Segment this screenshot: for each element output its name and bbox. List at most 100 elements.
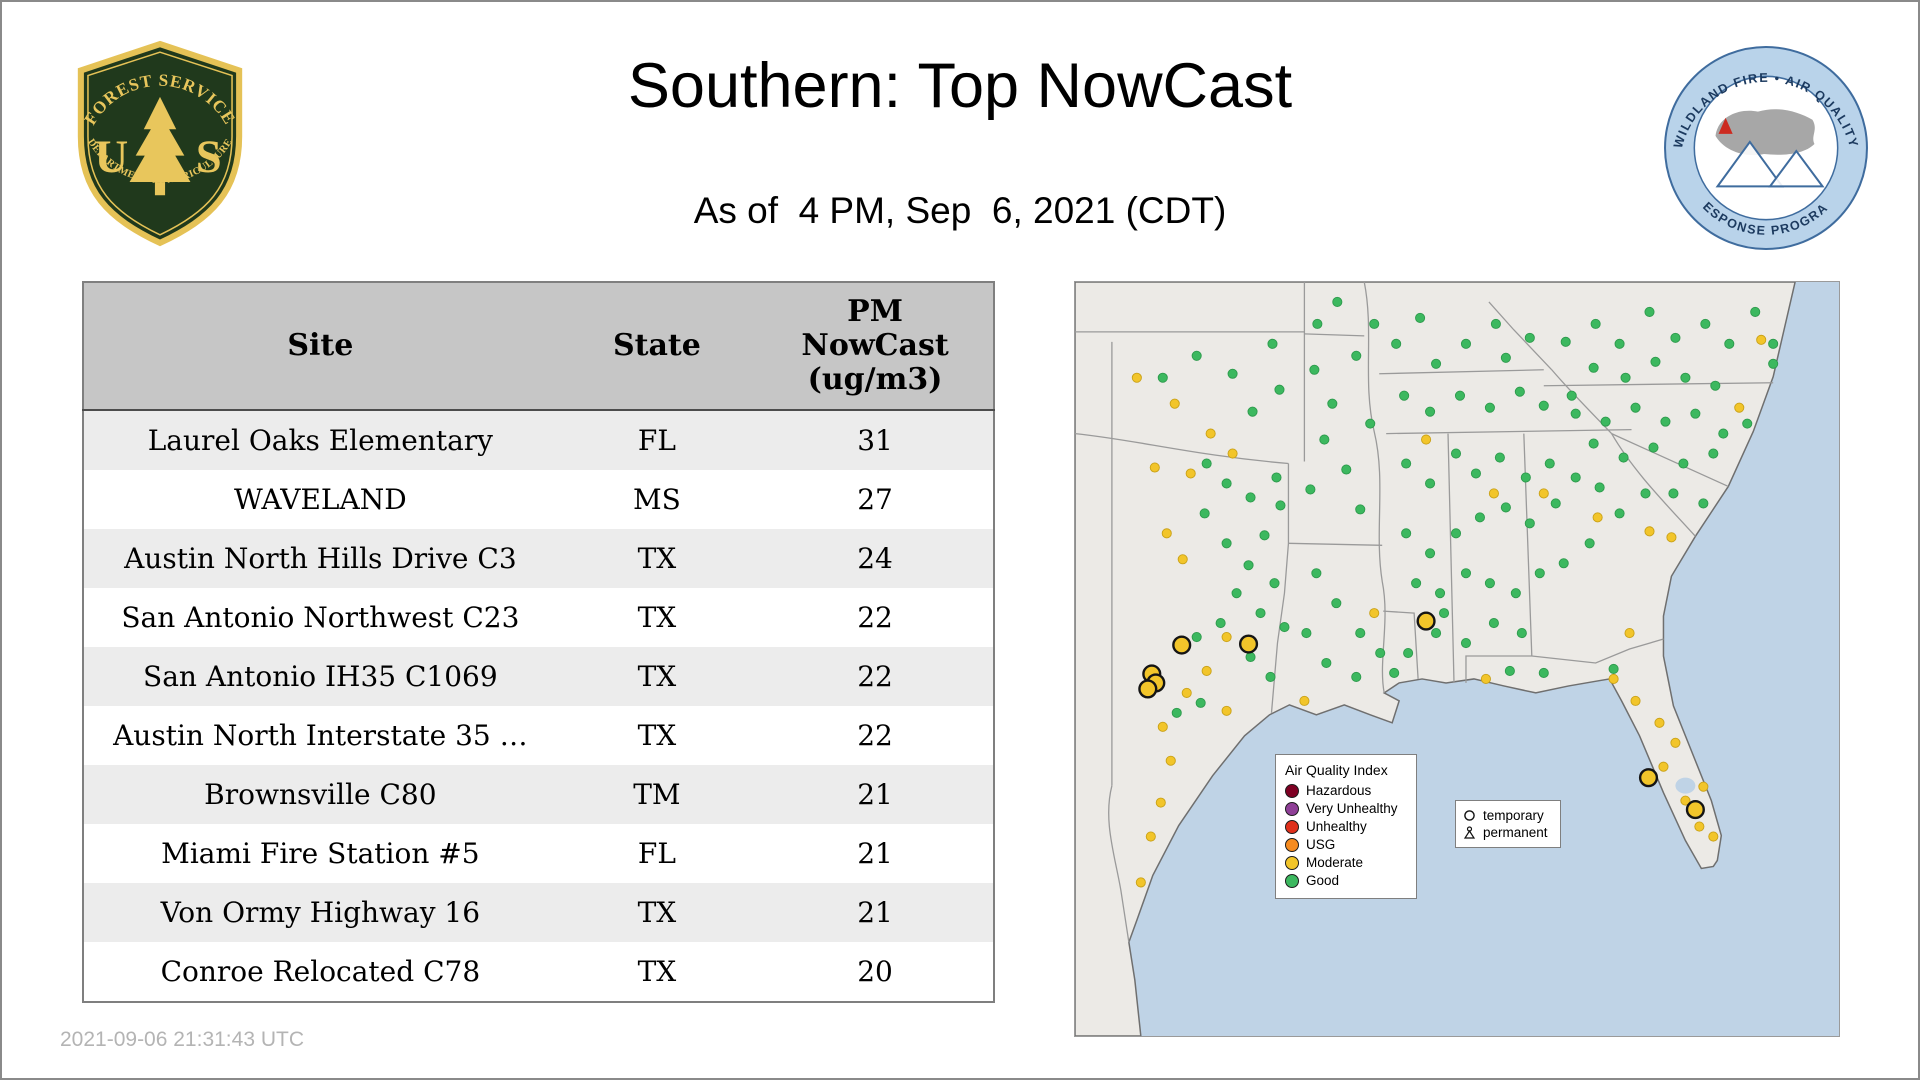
monitor-dot-good <box>1171 707 1182 718</box>
monitor-dot-good <box>1450 448 1462 459</box>
table-row: Laurel Oaks Elementary FL 31 <box>83 410 994 470</box>
aqi-legend-label: USG <box>1306 837 1336 852</box>
pm-cell: 22 <box>857 601 893 634</box>
monitor-dot-good <box>1558 558 1569 569</box>
monitor-dot-good <box>1274 384 1285 395</box>
aqi-legend-title: Air Quality Index <box>1285 762 1388 778</box>
monitor-dot-good <box>1494 452 1505 463</box>
monitor-dot-good <box>1431 628 1442 639</box>
temporary-monitor-ring <box>1238 634 1259 654</box>
monitor-dot-good <box>1269 578 1280 589</box>
monitor-dot-moderate <box>1680 795 1691 806</box>
monitor-dot-moderate <box>1227 448 1238 459</box>
fire-marker-icon <box>1718 117 1733 134</box>
monitor-dot-good <box>1590 318 1601 329</box>
monitor-dot-good <box>1309 364 1320 375</box>
monitor-dot-good <box>1301 628 1312 639</box>
monitor-dot-good <box>1157 372 1168 383</box>
monitor-dot-good <box>1544 458 1555 469</box>
mountain-icon <box>1768 149 1825 188</box>
monitor-dot-good <box>1331 598 1342 609</box>
monitor-dot-good <box>1369 318 1380 329</box>
permanent-legend-item: permanent <box>1463 825 1553 840</box>
aqi-swatch-icon <box>1285 837 1299 852</box>
monitor-dot-good <box>1425 406 1436 417</box>
site-cell: WAVELAND <box>234 483 407 516</box>
monitor-dot-good <box>1312 318 1323 329</box>
monitor-dot-good <box>1245 651 1256 663</box>
monitor-dot-moderate <box>1734 402 1745 413</box>
monitor-dot-moderate <box>1165 755 1176 766</box>
monitor-dot-good <box>1534 568 1545 579</box>
monitor-dot-moderate <box>1181 687 1192 698</box>
monitor-dot-moderate <box>1630 695 1641 706</box>
pm-cell: 22 <box>857 660 893 693</box>
monitor-dot-good <box>1620 372 1631 383</box>
aqi-swatch-icon <box>1285 783 1299 798</box>
state-cell: TX <box>637 896 677 929</box>
monitor-dot-good <box>1255 608 1266 619</box>
monitor-dot-moderate <box>1135 877 1146 888</box>
generated-timestamp: 2021-09-06 21:31:43 UTC <box>60 1028 304 1051</box>
monitor-dot-good <box>1560 336 1571 347</box>
monitor-dot-good <box>1550 498 1561 509</box>
monitor-dot-moderate <box>1169 398 1180 409</box>
monitor-dot-good <box>1332 296 1343 307</box>
aqi-legend-item: Hazardous <box>1285 783 1407 798</box>
state-cell: MS <box>632 483 681 516</box>
monitor-dot-good <box>1640 488 1651 499</box>
aqi-legend-item: USG <box>1285 837 1407 852</box>
table-row: Austin North Hills Drive C3 TX 24 <box>83 529 994 588</box>
monitor-dot-moderate <box>1205 428 1216 439</box>
monitor-dot-good <box>1247 406 1258 417</box>
monitor-dot-good <box>1327 398 1338 409</box>
monitor-dot-good <box>1279 622 1290 633</box>
monitor-dot-good <box>1195 697 1206 708</box>
monitor-dot-good <box>1201 458 1212 469</box>
monitor-dot-good <box>1668 488 1679 499</box>
mountain-icon <box>1715 140 1785 188</box>
state-cell: TX <box>637 542 677 575</box>
monitor-dot-good <box>1650 356 1661 367</box>
monitor-dot-good <box>1514 386 1525 397</box>
monitor-dot-good <box>1500 502 1511 513</box>
table-row: Von Ormy Highway 16 TX 21 <box>83 883 994 942</box>
site-cell: Conroe Relocated C78 <box>160 955 481 988</box>
monitor-dot-good <box>1680 372 1691 383</box>
site-cell: Von Ormy Highway 16 <box>160 896 481 929</box>
monitor-dot-good <box>1265 671 1276 682</box>
monitor-dot-good <box>1411 578 1422 589</box>
temporary-label: temporary <box>1483 808 1544 823</box>
airfire-logo-icon: WILDLAND FIRE • AIR QUALITY RESPONSE PRO… <box>1664 46 1868 250</box>
table-row: WAVELAND MS 27 <box>83 470 994 529</box>
monitor-dot-good <box>1524 332 1535 343</box>
southeast-us-map <box>1075 282 1839 1036</box>
monitor-dot-good <box>1484 578 1495 589</box>
monitor-dot-moderate <box>1145 831 1156 842</box>
monitor-dot-good <box>1708 448 1719 459</box>
temporary-monitor-ring <box>1416 611 1436 631</box>
temporary-monitor-ring <box>1685 800 1705 820</box>
pm-cell: 21 <box>857 896 893 929</box>
aqi-map: Air Quality Index Hazardous Very Unhealth… <box>1074 281 1840 1037</box>
table-row: San Antonio Northwest C23 TX 22 <box>83 588 994 647</box>
pm-cell: 24 <box>857 542 893 575</box>
monitor-dot-good <box>1415 312 1426 323</box>
monitor-dot-good <box>1614 338 1625 349</box>
fs-logo-letter-s: S <box>196 131 222 183</box>
state-cell: TX <box>637 719 677 752</box>
monitor-dot-good <box>1594 482 1605 493</box>
monitor-dot-good <box>1566 390 1577 401</box>
monitor-dot-good <box>1608 663 1619 675</box>
pm-cell: 27 <box>857 483 893 516</box>
aqi-swatch-icon <box>1285 873 1299 888</box>
table-row: Austin North Interstate 35 … TX 22 <box>83 706 994 765</box>
monitor-dot-good <box>1355 628 1366 639</box>
monitor-dot-good <box>1355 504 1366 515</box>
table-row: Conroe Relocated C78 TX 20 <box>83 942 994 1002</box>
monitor-dot-good <box>1698 498 1709 509</box>
monitor-dot-good <box>1600 416 1611 427</box>
state-cell: TX <box>637 955 677 988</box>
monitor-dot-good <box>1401 528 1412 539</box>
